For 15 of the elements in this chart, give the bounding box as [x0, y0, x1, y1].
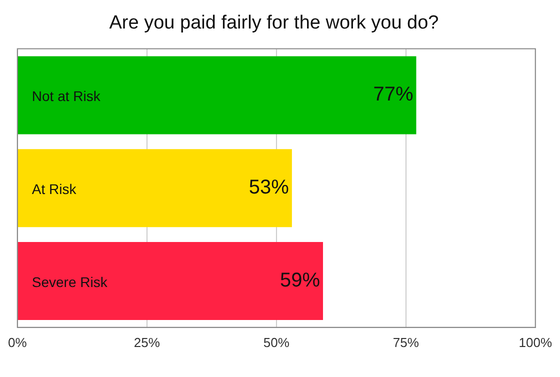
data-label: 59%: [280, 269, 320, 292]
y-tick-label: Not at Risk: [32, 88, 102, 104]
bar: [18, 149, 292, 228]
data-label: 77%: [373, 84, 414, 106]
y-tick-label: At Risk: [32, 180, 78, 197]
bar: [18, 242, 324, 320]
x-tick-label: 100%: [518, 334, 552, 350]
x-tick-label: 50%: [263, 334, 290, 350]
x-tick-label: 25%: [134, 334, 160, 350]
chart-title: Are you paid fairly for the work you do?: [109, 12, 439, 34]
y-tick-label: Severe Risk: [32, 274, 108, 290]
x-tick-label: 75%: [392, 334, 420, 350]
bar: [18, 56, 416, 134]
data-label: 53%: [248, 176, 290, 199]
x-tick-label: 0%: [8, 334, 28, 350]
